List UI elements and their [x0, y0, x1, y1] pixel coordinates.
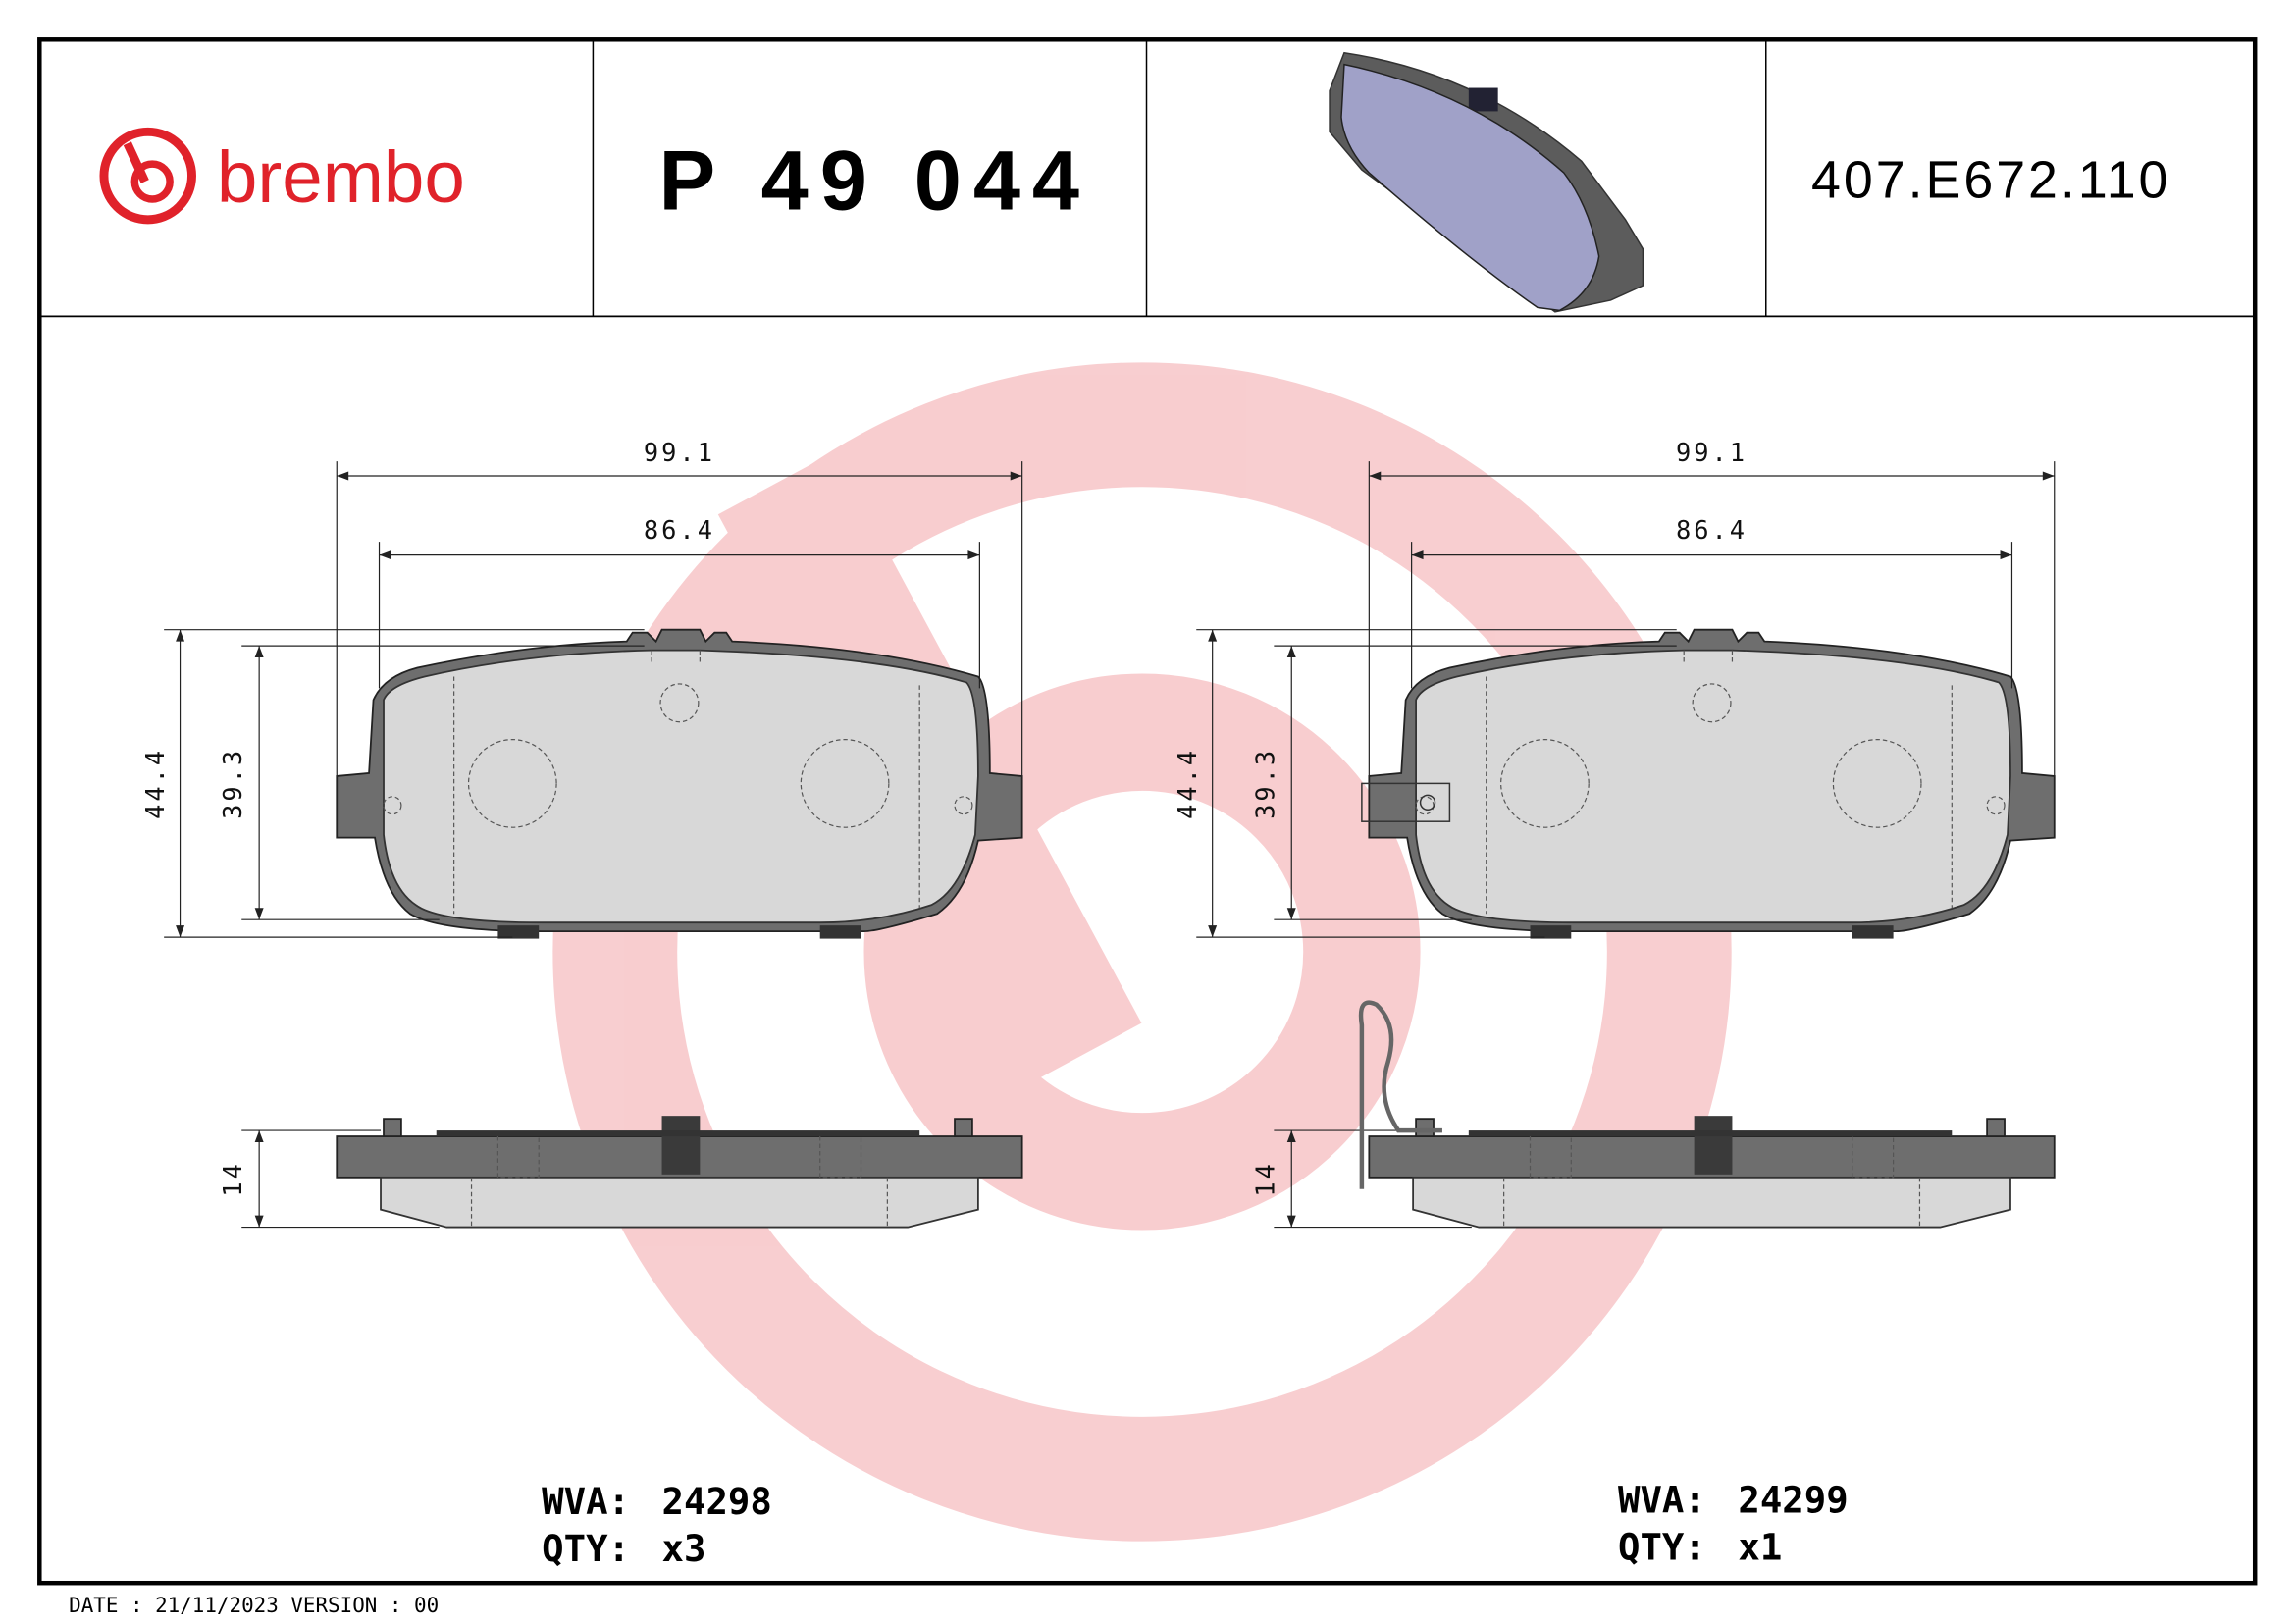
dim-height-inner: 39.3 [1250, 748, 1279, 819]
brand-name: brembo [217, 135, 465, 218]
pad-3d-render [1329, 51, 1644, 313]
right-pad-front-view [1195, 460, 2056, 1229]
brembo-logo: brembo [99, 127, 465, 225]
dim-height-inner: 39.3 [218, 748, 247, 819]
dim-height-outer: 44.4 [1173, 748, 1202, 819]
dim-width-outer: 99.1 [1676, 438, 1748, 467]
product-code: 407.E672.110 [1811, 150, 2170, 209]
dim-thickness: 14 [218, 1161, 247, 1197]
wear-indicator [1361, 782, 1451, 822]
brembo-watermark [552, 362, 1732, 1542]
footer-date-version: DATE : 21/11/2023 VERSION : 00 [69, 1594, 439, 1617]
dim-width-inner: 86.4 [1676, 515, 1748, 545]
qty-value: x1 [1738, 1525, 1782, 1568]
wva-number: 24298 [662, 1480, 772, 1523]
wva-label: WVA: [542, 1480, 630, 1523]
wva-number: 24299 [1738, 1479, 1848, 1522]
left-pad-side-view [336, 1115, 1023, 1229]
dim-width-outer: 99.1 [644, 438, 715, 467]
right-pad-side-view [1358, 1000, 2056, 1229]
dim-width-inner: 86.4 [644, 515, 715, 545]
qty-label: QTY: [542, 1527, 630, 1570]
wva-label: WVA: [1618, 1479, 1706, 1522]
dim-height-outer: 44.4 [140, 748, 170, 819]
qty-value: x3 [662, 1527, 706, 1570]
dim-thickness: 14 [1250, 1161, 1279, 1197]
qty-label: QTY: [1618, 1525, 1706, 1568]
part-number: P 49 044 [659, 133, 1091, 228]
